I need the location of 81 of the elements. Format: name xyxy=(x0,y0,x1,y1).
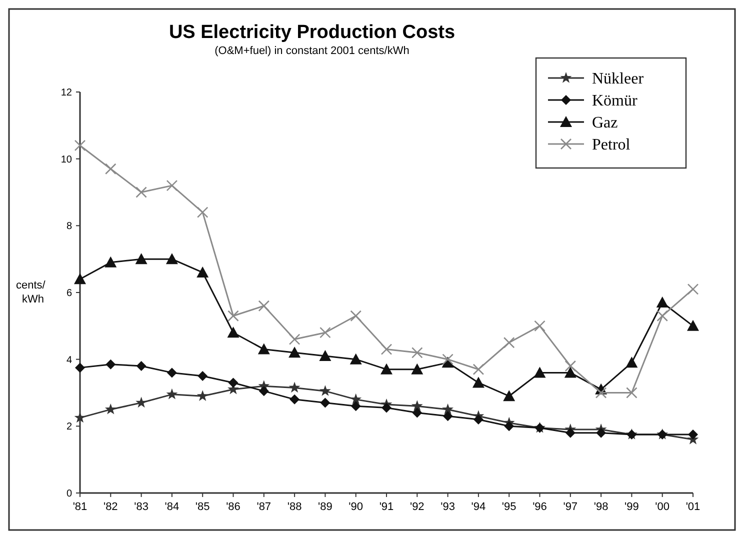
point xyxy=(320,398,330,408)
point xyxy=(626,356,638,368)
x-tick-label: '95 xyxy=(502,501,516,513)
point xyxy=(288,382,300,393)
x-tick-label: '90 xyxy=(348,501,364,513)
point xyxy=(198,371,208,382)
x-tick-label: '92 xyxy=(410,501,424,513)
x-tick-label: '84 xyxy=(164,501,180,513)
legend-label: Kömür xyxy=(592,92,638,110)
y-tick-label: 6 xyxy=(66,288,72,299)
point xyxy=(564,366,576,378)
x-tick-label: '82 xyxy=(103,501,118,513)
x-tick-label: '96 xyxy=(532,501,547,513)
y-tick-label: 0 xyxy=(66,488,72,500)
x-tick-label: '86 xyxy=(226,501,240,513)
x-tick-label: '98 xyxy=(594,501,608,513)
point xyxy=(104,403,116,414)
point xyxy=(350,393,362,404)
point xyxy=(504,421,514,432)
point xyxy=(288,346,301,358)
point xyxy=(135,253,148,264)
y-tick-label: 12 xyxy=(60,88,72,98)
point xyxy=(258,386,269,396)
x-tick-label: '81 xyxy=(72,501,88,513)
y-tick-label: 8 xyxy=(66,221,72,232)
y-tick-label: 10 xyxy=(60,154,72,166)
point xyxy=(227,326,240,338)
point xyxy=(503,390,516,402)
point xyxy=(687,320,699,331)
y-axis-title: cents/ kWh xyxy=(16,280,46,306)
chart-title: US Electricity Production Costs xyxy=(168,22,456,43)
point xyxy=(319,350,332,361)
legend-label: Nükleer xyxy=(592,70,644,88)
x-tick-label: '01 xyxy=(686,501,700,513)
point xyxy=(382,402,392,413)
point xyxy=(136,361,146,372)
x-tick-label: '85 xyxy=(195,501,210,513)
point xyxy=(75,362,85,373)
point xyxy=(166,388,178,400)
point xyxy=(472,376,484,388)
point xyxy=(596,428,606,438)
point xyxy=(534,366,546,378)
point xyxy=(350,401,361,412)
point xyxy=(442,403,454,414)
point xyxy=(411,363,424,374)
x-tick-label: '00 xyxy=(655,501,670,513)
point xyxy=(473,414,484,424)
x-tick-label: '97 xyxy=(563,501,578,513)
point xyxy=(106,359,116,370)
x-tick-label: '94 xyxy=(471,501,486,513)
x-tick-label: '83 xyxy=(134,501,148,513)
point xyxy=(258,343,270,354)
point xyxy=(166,253,178,264)
x-tick-label: '89 xyxy=(318,501,332,513)
point xyxy=(196,390,208,401)
point xyxy=(319,385,331,396)
y-tick-label: 2 xyxy=(66,422,72,433)
point xyxy=(104,256,117,268)
point xyxy=(290,394,300,404)
point xyxy=(74,273,86,284)
point xyxy=(656,296,668,308)
x-tick-label: '93 xyxy=(440,501,455,513)
point xyxy=(412,408,422,418)
point xyxy=(380,363,392,374)
point xyxy=(565,428,576,438)
x-tick-label: '91 xyxy=(379,501,394,513)
point xyxy=(442,411,453,422)
x-tick-label: '88 xyxy=(287,501,302,513)
x-tick-label: '87 xyxy=(256,501,272,513)
chart-subtitle: (O&M+fuel) in constant 2001 cents/kWh xyxy=(214,45,410,57)
point xyxy=(350,353,362,364)
y-tick-label: 4 xyxy=(66,354,72,366)
point xyxy=(411,400,423,411)
point xyxy=(228,378,238,388)
point xyxy=(166,368,177,378)
point xyxy=(136,396,148,408)
point xyxy=(688,430,698,440)
x-tick-label: '99 xyxy=(624,501,639,513)
legend-label: Petrol xyxy=(592,136,631,154)
point xyxy=(196,266,209,278)
legend-label: Gaz xyxy=(592,114,618,132)
